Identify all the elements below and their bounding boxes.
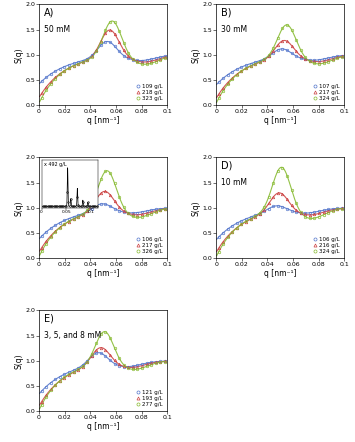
Text: D): D) (221, 160, 233, 171)
Legend: 107 g/L, 217 g/L, 324 g/L: 107 g/L, 217 g/L, 324 g/L (312, 84, 340, 101)
Legend: 121 g/L, 193 g/L, 277 g/L: 121 g/L, 193 g/L, 277 g/L (135, 389, 163, 407)
Text: 10 mM: 10 mM (221, 178, 247, 187)
Text: 20 mM: 20 mM (44, 178, 70, 187)
Text: B): B) (221, 8, 232, 17)
Text: 30 mM: 30 mM (221, 25, 247, 34)
Legend: 109 g/L, 218 g/L, 323 g/L: 109 g/L, 218 g/L, 323 g/L (135, 84, 163, 101)
Legend: 106 g/L, 216 g/L, 324 g/L: 106 g/L, 216 g/L, 324 g/L (312, 236, 340, 254)
Text: C): C) (44, 160, 55, 171)
X-axis label: q [nm⁻¹]: q [nm⁻¹] (264, 269, 296, 278)
X-axis label: q [nm⁻¹]: q [nm⁻¹] (87, 422, 119, 431)
Legend: 106 g/L, 217 g/L, 326 g/L: 106 g/L, 217 g/L, 326 g/L (135, 236, 163, 254)
Y-axis label: S(q): S(q) (192, 47, 201, 63)
Text: A): A) (44, 8, 55, 17)
Text: 3, 5, and 8 mM: 3, 5, and 8 mM (44, 331, 102, 339)
Text: E): E) (44, 313, 54, 324)
Y-axis label: S(q): S(q) (15, 47, 24, 63)
Text: 50 mM: 50 mM (44, 25, 70, 34)
X-axis label: q [nm⁻¹]: q [nm⁻¹] (264, 116, 296, 125)
X-axis label: q [nm⁻¹]: q [nm⁻¹] (87, 269, 119, 278)
Y-axis label: S(q): S(q) (15, 353, 24, 369)
X-axis label: q [nm⁻¹]: q [nm⁻¹] (87, 116, 119, 125)
Y-axis label: S(q): S(q) (15, 200, 24, 216)
Y-axis label: S(q): S(q) (192, 200, 201, 216)
